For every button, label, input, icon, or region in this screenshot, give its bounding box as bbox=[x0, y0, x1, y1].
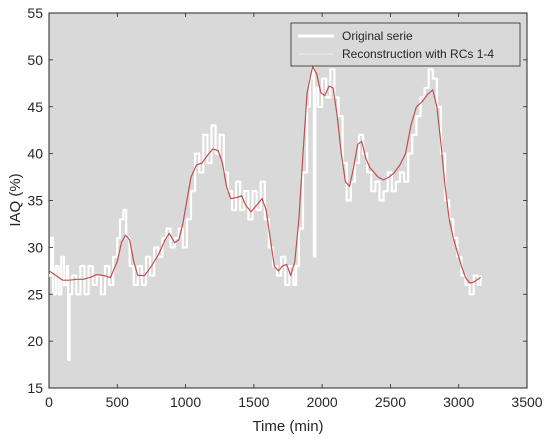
y-tick-label: 20 bbox=[27, 333, 43, 349]
series-line-original bbox=[49, 58, 482, 361]
plot-area bbox=[48, 12, 528, 389]
x-tick-label: 1500 bbox=[238, 394, 269, 410]
y-tick-label: 40 bbox=[27, 146, 43, 162]
y-tick-label: 50 bbox=[27, 52, 43, 68]
y-tick-label: 45 bbox=[27, 99, 43, 115]
y-tick-label: 35 bbox=[27, 193, 43, 209]
x-tick-label: 0 bbox=[45, 394, 53, 410]
x-tick-label: 2500 bbox=[375, 394, 406, 410]
x-tick-label: 500 bbox=[106, 394, 130, 410]
legend: Original serie Reconstruction with RCs 1… bbox=[290, 22, 521, 67]
y-tick-label: 15 bbox=[27, 380, 43, 396]
axis-ticks: 0 500 1000 1500 2000 2500 3000 3500 15 20 25 30 35 40… bbox=[27, 5, 542, 410]
y-tick-label: 30 bbox=[27, 239, 43, 255]
x-tick-label: 3000 bbox=[443, 394, 474, 410]
series-line-reconstruction bbox=[48, 65, 481, 284]
x-tick-label: 2000 bbox=[307, 394, 338, 410]
legend-box bbox=[290, 22, 521, 67]
y-axis-label: IAQ (%) bbox=[7, 173, 24, 226]
x-tick-label: 3500 bbox=[511, 394, 542, 410]
series-layer bbox=[48, 58, 482, 361]
y-tick-label: 55 bbox=[27, 5, 43, 21]
legend-label-reconstruction: Reconstruction with RCs 1-4 bbox=[342, 47, 494, 61]
y-tick-label: 25 bbox=[27, 286, 43, 302]
legend-label-original: Original serie bbox=[342, 29, 413, 43]
x-tick-label: 1000 bbox=[170, 394, 201, 410]
x-axis-label: Time (min) bbox=[252, 418, 323, 435]
